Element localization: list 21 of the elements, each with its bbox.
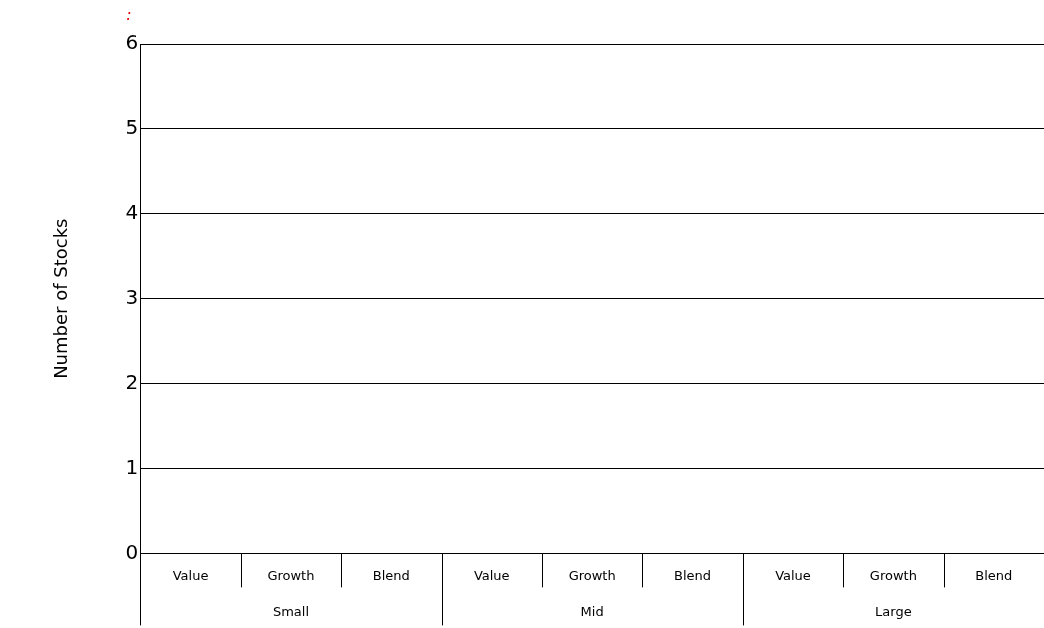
text: Mid xyxy=(580,603,604,619)
x-tick-label: Growth xyxy=(267,567,315,583)
y-tick-label: 4 xyxy=(125,200,139,224)
x-tick-label: Blend xyxy=(372,567,410,583)
x-tick-label: Value xyxy=(473,567,510,583)
text: Large xyxy=(875,603,912,619)
text: Small xyxy=(272,603,309,619)
y-tick-label: 3 xyxy=(125,284,139,309)
y-axis-title: Number of Stocks xyxy=(50,218,72,379)
y-tick-label: 0 xyxy=(125,539,139,564)
y-tick-label: 2 xyxy=(125,369,139,394)
x-tick-label: Value xyxy=(172,567,209,583)
x-tick-label: Growth xyxy=(869,567,917,583)
x-tick-label: Blend xyxy=(975,567,1013,583)
y-tick-label: 5 xyxy=(125,115,139,140)
y-tick-label: 6 xyxy=(125,30,139,55)
x-tick-label: Growth xyxy=(568,567,616,583)
y-tick-label: 1 xyxy=(125,454,139,479)
x-tick-label: Value xyxy=(775,567,811,583)
chart-title: : xyxy=(126,5,132,25)
x-tick-label: Blend xyxy=(674,567,712,583)
